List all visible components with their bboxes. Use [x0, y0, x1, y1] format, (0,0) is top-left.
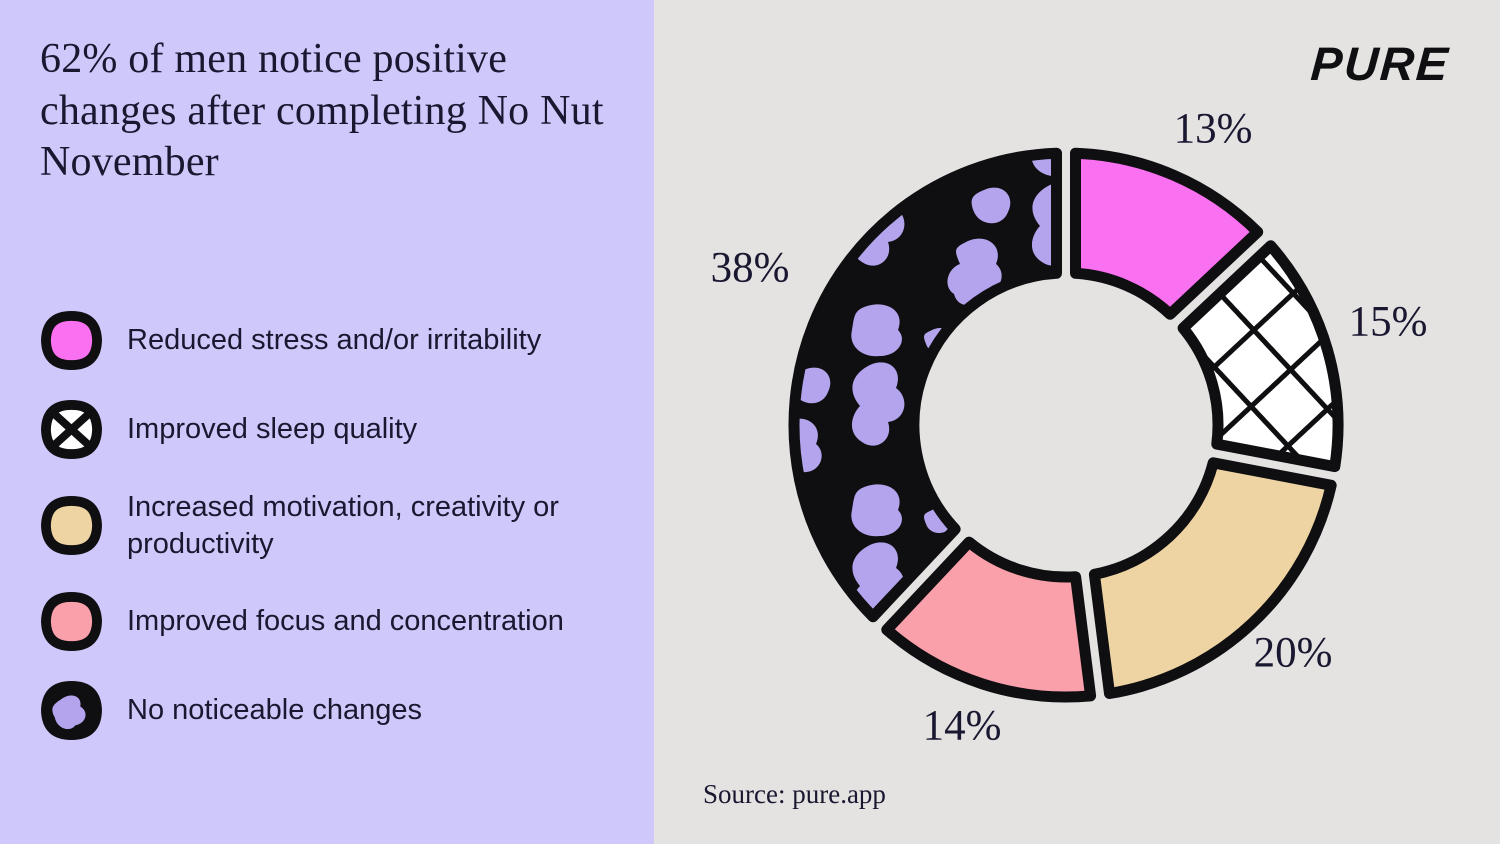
legend-item-3: Improved focus and concentration: [40, 592, 604, 652]
slice-label-1: 15%: [1348, 298, 1428, 346]
slice-label-2: 20%: [1253, 629, 1333, 677]
legend-item-label: Improved focus and concentration: [127, 605, 564, 638]
legend-item-4: No noticeable changes: [40, 681, 604, 741]
legend-item-2: Increased motivation, creativity or prod…: [40, 489, 604, 562]
donut-chart: [788, 147, 1344, 703]
legend-item-label: Increased motivation, creativity or prod…: [127, 490, 559, 560]
slice-label-0: 13%: [1173, 105, 1253, 153]
legend-swatch-icon: [41, 681, 102, 741]
legend-item-label: No noticeable changes: [127, 694, 423, 727]
page-title: 62% of men notice positive changes after…: [40, 36, 604, 186]
slice-label-4: 38%: [710, 244, 790, 292]
legend-swatch-icon: [41, 310, 102, 370]
donut-segment-1: [1177, 240, 1344, 473]
donut-segment-2: [1088, 457, 1337, 699]
slice-label-3: 14%: [922, 702, 1002, 750]
chart-panel: PURE 13% 15: [654, 0, 1500, 844]
donut-segment-3: [881, 536, 1097, 703]
legend: Reduced stress and/or irritability Improv…: [40, 310, 604, 741]
donut-segment-4: [788, 147, 1062, 623]
legend-item-0: Reduced stress and/or irritability: [40, 310, 604, 370]
donut-segment-0: [1070, 147, 1264, 320]
legend-swatch-icon: [41, 399, 102, 459]
legend-swatch-icon: [41, 592, 102, 652]
legend-item-label: Improved sleep quality: [127, 413, 418, 446]
left-panel: 62% of men notice positive changes after…: [0, 0, 654, 844]
source-text: Source: pure.app: [703, 779, 886, 809]
legend-item-label: Reduced stress and/or irritability: [127, 324, 542, 357]
legend-item-1: Improved sleep quality: [40, 399, 604, 459]
legend-swatch-icon: [41, 496, 102, 555]
